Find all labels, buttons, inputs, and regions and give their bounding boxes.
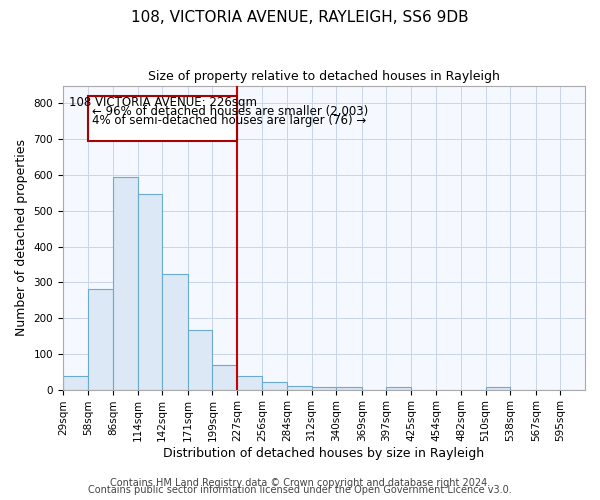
- Text: 108, VICTORIA AVENUE, RAYLEIGH, SS6 9DB: 108, VICTORIA AVENUE, RAYLEIGH, SS6 9DB: [131, 10, 469, 25]
- Bar: [262, 382, 287, 390]
- FancyBboxPatch shape: [88, 96, 237, 141]
- Bar: [311, 386, 336, 390]
- Bar: [188, 330, 212, 390]
- Bar: [88, 290, 113, 390]
- Bar: [485, 386, 510, 390]
- Text: Contains public sector information licensed under the Open Government Licence v3: Contains public sector information licen…: [88, 485, 512, 495]
- Bar: [212, 364, 237, 390]
- Text: 108 VICTORIA AVENUE: 226sqm: 108 VICTORIA AVENUE: 226sqm: [68, 96, 257, 109]
- X-axis label: Distribution of detached houses by size in Rayleigh: Distribution of detached houses by size …: [163, 447, 485, 460]
- Text: 4% of semi-detached houses are larger (76) →: 4% of semi-detached houses are larger (7…: [92, 114, 366, 127]
- Y-axis label: Number of detached properties: Number of detached properties: [15, 139, 28, 336]
- Text: ← 96% of detached houses are smaller (2,003): ← 96% of detached houses are smaller (2,…: [92, 105, 368, 118]
- Bar: [63, 376, 88, 390]
- Bar: [113, 177, 137, 390]
- Bar: [137, 194, 162, 390]
- Bar: [162, 274, 188, 390]
- Title: Size of property relative to detached houses in Rayleigh: Size of property relative to detached ho…: [148, 70, 500, 83]
- Bar: [386, 386, 411, 390]
- Bar: [336, 386, 362, 390]
- Text: Contains HM Land Registry data © Crown copyright and database right 2024.: Contains HM Land Registry data © Crown c…: [110, 478, 490, 488]
- Bar: [237, 376, 262, 390]
- Bar: [287, 386, 311, 390]
